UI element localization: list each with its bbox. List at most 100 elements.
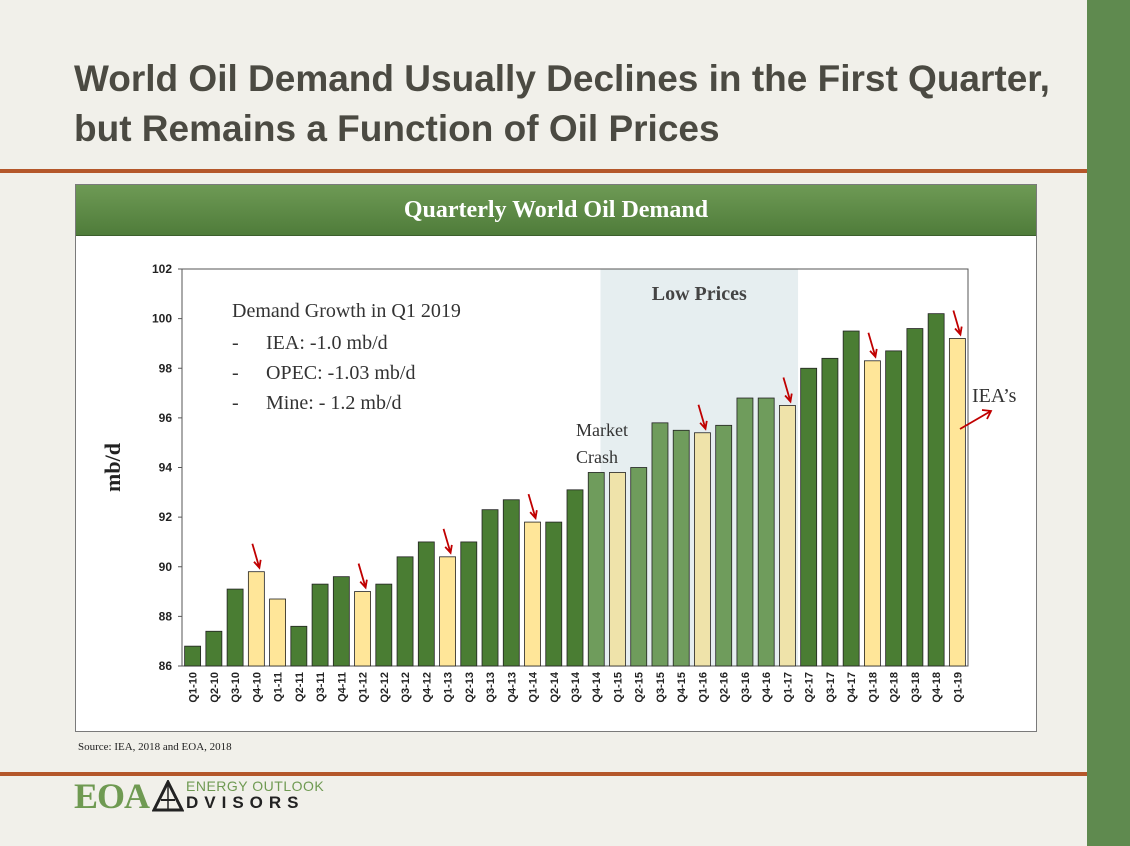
bar (396, 556, 414, 667)
bar (205, 630, 223, 667)
logo-letters: EOA (74, 776, 150, 816)
x-tick-label: Q4-14 (591, 671, 603, 702)
y-tick-label: 94 (159, 461, 173, 475)
x-tick-label: Q3-17 (825, 672, 837, 703)
bar (672, 429, 690, 667)
logo-tower-icon (152, 780, 184, 812)
x-tick-label: Q4-12 (421, 672, 433, 703)
growth-item: IEA: -1.0 mb/d (266, 332, 388, 354)
x-tick-label: Q4-15 (676, 672, 688, 703)
x-tick-label: Q4-11 (336, 672, 348, 702)
bar (332, 576, 350, 667)
bar (757, 397, 775, 667)
x-tick-label: Q2-17 (804, 672, 816, 703)
iea-arrow (959, 409, 993, 430)
decline-arrow (782, 377, 793, 404)
decline-arrow (357, 563, 368, 590)
bar (694, 432, 711, 667)
bar (651, 422, 669, 667)
bar (354, 591, 371, 667)
market-crash-label-2: Crash (576, 447, 618, 467)
x-tick-label: Q3-11 (315, 672, 327, 702)
decline-arrow (867, 332, 878, 359)
x-tick-label: Q3-16 (740, 672, 752, 703)
title-divider (0, 169, 1087, 173)
bar (311, 583, 329, 667)
bar (545, 521, 563, 667)
x-tick-label: Q4-16 (761, 672, 773, 703)
x-tick-label: Q1-14 (528, 671, 540, 702)
bar (736, 397, 754, 667)
bar (906, 328, 924, 667)
y-axis-title: mb/d (100, 443, 125, 492)
bar (587, 472, 605, 667)
x-tick-label: Q2-14 (549, 671, 561, 702)
x-tick-label: Q4-17 (846, 672, 858, 703)
bar (439, 556, 456, 667)
bar (842, 330, 860, 667)
eoa-logo: EOA ENERGY OUTLOOK DVISORS (74, 778, 374, 814)
iea-label: IEA’s (972, 385, 1017, 407)
bar (460, 541, 478, 667)
x-tick-label: Q2-18 (889, 672, 901, 703)
bar (800, 367, 818, 667)
x-tick-label: Q1-17 (782, 672, 794, 703)
x-tick-label: Q1-16 (697, 672, 709, 703)
x-tick-label: Q2-10 (209, 672, 221, 703)
x-tick-label: Q1-11 (273, 672, 285, 702)
bar (417, 541, 435, 667)
logo-line-2: DVISORS (186, 793, 305, 812)
y-tick-label: 92 (159, 510, 173, 524)
bar (481, 509, 499, 667)
decline-arrow (251, 543, 262, 570)
bar (247, 571, 265, 667)
x-tick-label: Q3-10 (230, 672, 242, 703)
bar (502, 499, 520, 667)
bar (927, 313, 945, 667)
footer-divider (0, 772, 1087, 776)
decline-arrow (952, 310, 963, 337)
slide-title: World Oil Demand Usually Declines in the… (74, 58, 1050, 149)
chart-panel: Low Prices 86 88 90 92 94 96 98 100 102 mb/d Q1-10 Q… (75, 184, 1037, 732)
x-tick-label: Q1-12 (358, 672, 370, 703)
bar (864, 360, 881, 667)
x-tick-label: Q2-16 (719, 672, 731, 703)
bar (779, 405, 796, 667)
bar (821, 357, 839, 667)
y-tick-label: 88 (159, 609, 173, 623)
decline-arrow (442, 528, 453, 555)
x-tick-label: Q4-10 (251, 672, 263, 703)
logo-line-1: ENERGY OUTLOOK (186, 778, 325, 794)
y-tick-label: 98 (159, 361, 173, 375)
x-tick-label: Q2-12 (379, 672, 391, 703)
growth-item-bullet: - (232, 332, 239, 354)
x-tick-label: Q1-10 (188, 672, 200, 703)
y-tick-label: 96 (159, 411, 173, 425)
x-tick-label: Q3-14 (570, 671, 582, 702)
bar (375, 583, 393, 667)
x-tick-label: Q4-18 (931, 672, 943, 703)
bar (885, 350, 903, 667)
x-tick-label: Q1-18 (867, 672, 879, 703)
growth-item-bullet: - (232, 362, 239, 384)
growth-item-bullet: - (232, 392, 239, 414)
x-tick-label: Q3-15 (655, 672, 667, 703)
source-note: Source: IEA, 2018 and EOA, 2018 (78, 741, 232, 753)
x-tick-label: Q3-18 (910, 672, 922, 703)
bar (630, 467, 648, 667)
y-tick-label: 90 (159, 560, 173, 574)
chart-title: Quarterly World Oil Demand (76, 185, 1036, 236)
x-tick-label: Q2-13 (464, 672, 476, 703)
bar (290, 625, 308, 667)
x-tick-label: Q3-12 (400, 672, 412, 703)
x-tick-label: Q4-13 (506, 672, 518, 703)
x-tick-label: Q2-11 (294, 672, 306, 702)
bar (184, 645, 202, 667)
y-tick-label: 100 (152, 312, 172, 326)
bar (566, 489, 584, 667)
bar (226, 588, 244, 667)
x-tick-label: Q1-15 (612, 672, 624, 703)
x-tick-label: Q3-13 (485, 672, 497, 703)
bar (715, 424, 733, 667)
x-tick-label: Q2-15 (634, 672, 646, 703)
